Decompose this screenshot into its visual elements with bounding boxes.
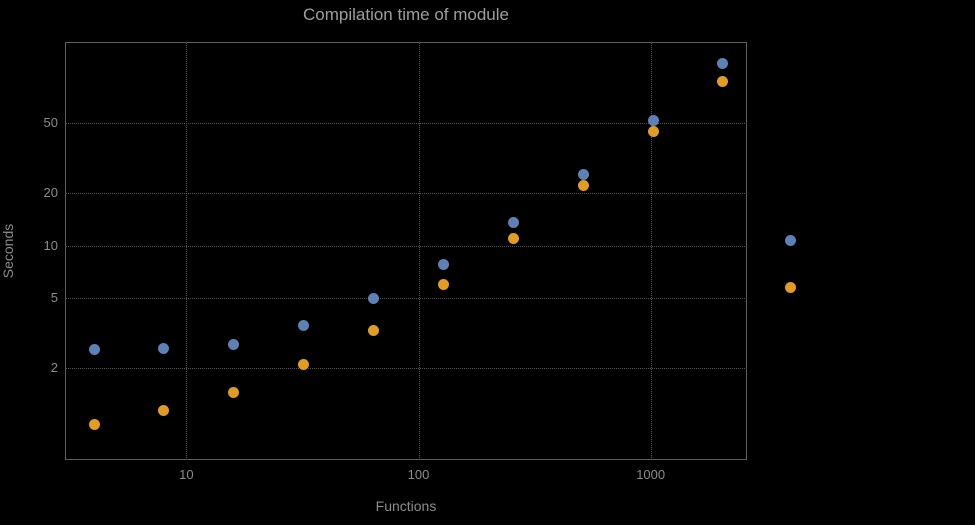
y-tick-label: 10 [43, 237, 58, 253]
x-gridline [418, 42, 420, 460]
x-tick-label: 100 [407, 467, 430, 482]
data-point [158, 342, 170, 354]
x-gridline [650, 42, 652, 460]
x-axis-label: Functions [375, 498, 437, 514]
data-point [88, 419, 100, 431]
y-gridline [65, 123, 747, 125]
y-tick-label: 50 [43, 115, 58, 131]
data-point [577, 180, 589, 192]
y-gridline [65, 368, 747, 370]
data-point [647, 125, 659, 137]
y-gridline [65, 298, 747, 300]
data-point [228, 338, 240, 350]
data-point [158, 404, 170, 416]
y-gridline [65, 245, 747, 247]
data-point [368, 324, 380, 336]
data-point [717, 76, 729, 88]
chart-title: Compilation time of module [303, 5, 509, 24]
data-point [298, 320, 310, 332]
data-point [647, 114, 659, 126]
data-point [717, 57, 729, 69]
data-point [88, 344, 100, 356]
data-point [228, 387, 240, 399]
y-gridline [65, 192, 747, 194]
x-tick-label: 1000 [636, 467, 666, 482]
data-point [507, 232, 519, 244]
data-point [368, 292, 380, 304]
plot-frame [65, 42, 747, 460]
y-tick-label: 5 [50, 290, 58, 306]
data-point [437, 259, 449, 271]
x-tick-label: 10 [179, 467, 194, 482]
data-point [577, 168, 589, 180]
y-tick-label: 2 [50, 360, 58, 376]
legend-marker [785, 235, 796, 246]
y-tick-label: 20 [43, 184, 58, 200]
x-gridline [186, 42, 188, 460]
data-point [507, 217, 519, 229]
y-axis-label: Seconds [0, 223, 16, 279]
data-point [437, 279, 449, 291]
legend-marker [785, 282, 796, 293]
data-point [298, 359, 310, 371]
